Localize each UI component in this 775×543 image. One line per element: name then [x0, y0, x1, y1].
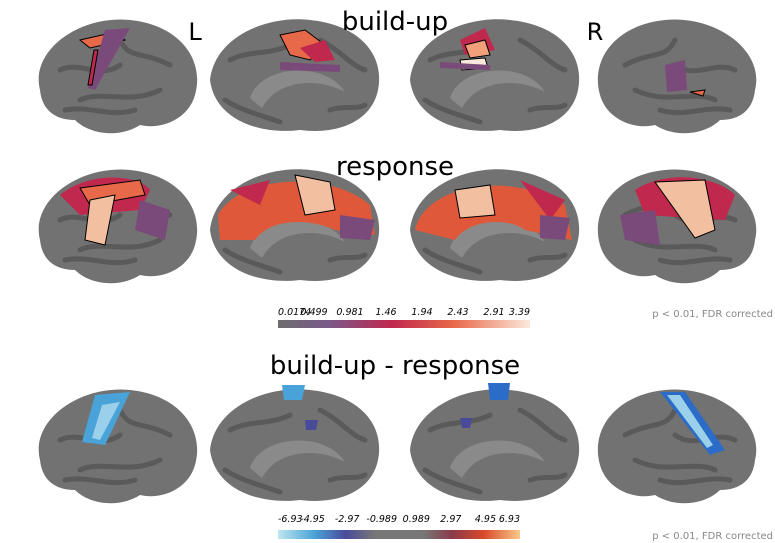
brain-right-medial — [410, 19, 579, 131]
significance-note: p < 0.01, FDR corrected — [652, 531, 773, 542]
colorbar-tick-label: 2.97 — [440, 514, 461, 525]
brain-right-medial — [410, 383, 579, 501]
brain-right-lateral — [598, 390, 756, 504]
colorbar-tick-label: 4.95 — [475, 514, 496, 525]
panel-title: response — [336, 152, 454, 182]
colorbar-tick-label: 0.981 — [336, 307, 363, 318]
colorbar-tick-label: 6.93 — [499, 514, 520, 525]
colorbar-tick-label: 2.43 — [447, 307, 468, 318]
brain-left-medial — [210, 19, 379, 131]
significance-note: p < 0.01, FDR corrected — [652, 309, 773, 320]
panel-title: build-up - response — [270, 351, 520, 381]
colorbar-tick-label: 3.39 — [509, 307, 530, 318]
brain-left-medial — [210, 385, 379, 501]
brain-left-lateral — [39, 20, 197, 134]
colorbar-tick-label: 0.0174 — [278, 307, 311, 318]
hemisphere-label: R — [587, 18, 604, 46]
brain-left-lateral — [39, 170, 197, 284]
colorbar-tick-label: 0.989 — [403, 514, 430, 525]
colorbar-tick-label: 0.499 — [300, 307, 327, 318]
colorbar-tick-label: 1.94 — [411, 307, 432, 318]
brain-left-medial — [210, 169, 379, 281]
brain-right-lateral — [598, 170, 756, 284]
panel-title: build-up — [342, 7, 448, 37]
brain-left-lateral — [39, 390, 197, 504]
colorbar-tick-label: -6.93 — [278, 514, 303, 525]
colorbar-tick-label: 2.91 — [483, 307, 504, 318]
colorbar — [278, 320, 530, 328]
colorbar-tick-label: -4.95 — [300, 514, 325, 525]
colorbar-tick-label: -2.97 — [335, 514, 360, 525]
colorbar-tick-label: -0.989 — [366, 514, 397, 525]
brain-right-medial — [410, 169, 579, 281]
brain-right-lateral — [598, 20, 756, 134]
hemisphere-label: L — [188, 18, 202, 46]
colorbar-tick-label: 1.46 — [375, 307, 396, 318]
colorbar — [278, 530, 520, 539]
